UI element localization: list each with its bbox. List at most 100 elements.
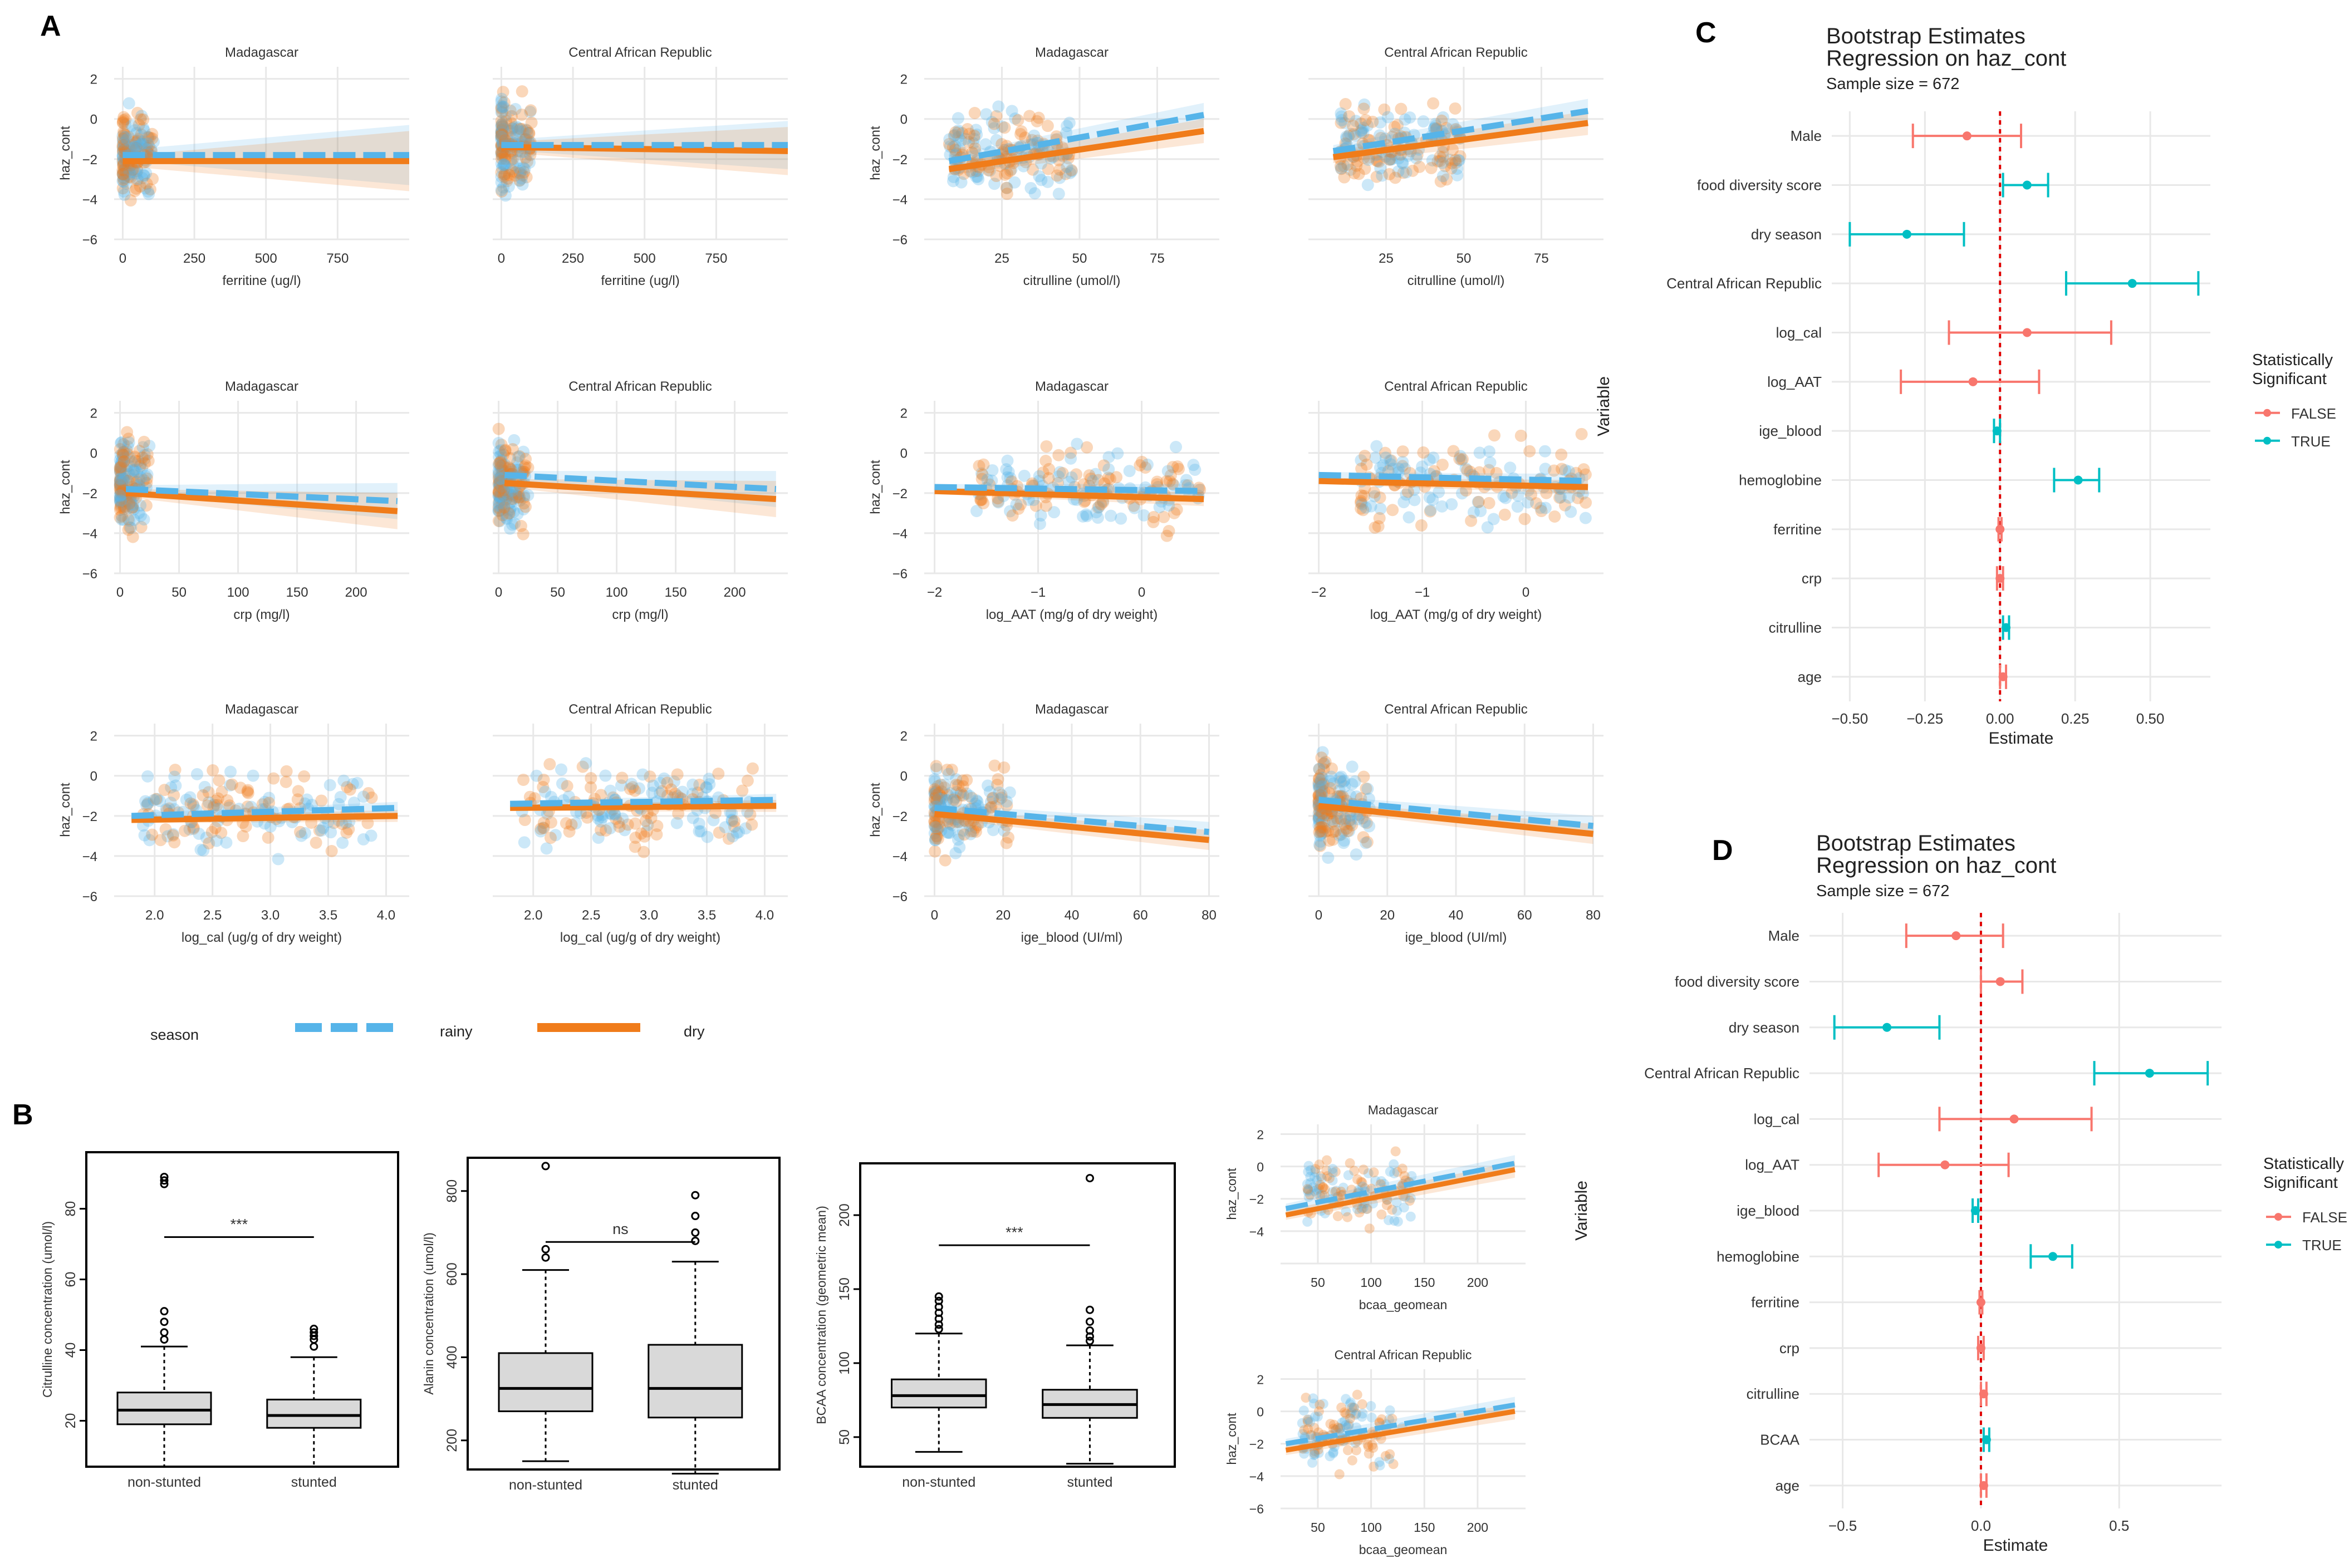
- data-point: [1467, 506, 1480, 519]
- coef-row-ferritine: ferritine: [1751, 1290, 1985, 1315]
- data-point: [676, 785, 689, 798]
- data-point: [114, 470, 127, 483]
- coef-row-crp: crp: [1802, 566, 2005, 591]
- data-point: [1415, 519, 1428, 532]
- data-point: [1351, 155, 1364, 168]
- data-point: [1345, 1397, 1356, 1408]
- data-point: [990, 110, 1003, 122]
- x-tick-label: 50: [550, 585, 565, 600]
- data-point: [995, 120, 1008, 133]
- data-point: [516, 122, 528, 135]
- data-point: [931, 823, 944, 836]
- y-tick-label: 2: [1257, 1372, 1264, 1387]
- data-point: [1320, 807, 1332, 820]
- data-point: [120, 169, 133, 181]
- data-point: [1312, 772, 1325, 785]
- data-point: [117, 175, 130, 188]
- data-point: [1360, 501, 1372, 514]
- data-point: [116, 484, 129, 497]
- data-point: [1356, 812, 1369, 825]
- data-point: [585, 771, 597, 784]
- data-point: [1483, 464, 1495, 476]
- data-point: [1323, 775, 1336, 788]
- data-point: [114, 460, 127, 473]
- data-point: [1337, 1417, 1347, 1428]
- data-point: [1026, 163, 1039, 176]
- data-point: [1431, 155, 1444, 168]
- data-point: [1040, 499, 1053, 512]
- data-point: [1343, 110, 1356, 123]
- data-point: [137, 122, 150, 135]
- data-point: [135, 471, 148, 484]
- data-point: [1451, 163, 1464, 175]
- data-point: [493, 486, 506, 499]
- data-point: [1400, 166, 1413, 179]
- data-point: [1327, 833, 1340, 846]
- data-point: [563, 825, 576, 838]
- data-point: [1006, 509, 1019, 522]
- data-point: [719, 821, 732, 834]
- data-point: [992, 100, 1005, 113]
- variable-label: log_AAT: [1767, 373, 1822, 390]
- y-axis-label: haz_cont: [868, 460, 883, 514]
- data-point: [1343, 1170, 1354, 1181]
- box-iqr: [648, 1344, 743, 1419]
- data-point: [1571, 491, 1584, 504]
- data-point: [599, 769, 612, 782]
- data-point: [115, 486, 127, 499]
- data-point: [1366, 1412, 1377, 1423]
- data-point: [126, 473, 139, 486]
- data-point: [193, 827, 205, 840]
- variable-label: crp: [1802, 570, 1822, 587]
- confidence-band-rainy: [1286, 1397, 1515, 1449]
- data-point: [1302, 1216, 1313, 1227]
- data-point: [1001, 181, 1013, 194]
- data-point: [545, 790, 557, 803]
- x-tick-label: 0.00: [1986, 710, 2014, 727]
- data-point: [949, 847, 962, 859]
- y-tick-label: 50: [837, 1429, 852, 1445]
- data-point: [496, 101, 508, 114]
- data-point: [1005, 163, 1018, 176]
- data-point: [537, 817, 550, 829]
- data-point: [957, 774, 969, 787]
- data-point: [492, 478, 505, 491]
- data-point: [992, 496, 1005, 509]
- y-tick-label: 2: [1257, 1127, 1264, 1142]
- panel-title: Central African Republic: [568, 702, 712, 717]
- legend-swatch-point: [2263, 436, 2271, 445]
- data-point: [134, 113, 147, 126]
- data-point: [115, 471, 128, 484]
- x-tick-label: 750: [705, 251, 727, 266]
- data-point: [1437, 150, 1450, 163]
- data-point: [985, 116, 998, 129]
- variable-label: food diversity score: [1675, 973, 1799, 990]
- data-point: [647, 779, 660, 792]
- x-tick-label: 60: [1133, 908, 1148, 923]
- data-point: [340, 817, 352, 829]
- data-point: [1404, 111, 1416, 124]
- data-point: [133, 507, 145, 519]
- data-point: [1303, 1167, 1313, 1177]
- data-point: [508, 434, 521, 446]
- data-point: [144, 183, 156, 196]
- data-point: [117, 455, 130, 468]
- data-point: [114, 483, 126, 495]
- data-point: [1378, 103, 1391, 116]
- data-point: [498, 150, 511, 163]
- data-point: [1093, 500, 1106, 513]
- legend-rainy-label: rainy: [440, 1023, 473, 1040]
- data-point: [512, 122, 524, 135]
- data-point: [507, 159, 519, 171]
- data-point: [944, 787, 957, 800]
- y-tick-label: −2: [892, 153, 908, 168]
- data-point: [497, 484, 510, 497]
- data-point: [1037, 466, 1050, 479]
- y-axis-label: haz_cont: [1224, 1168, 1239, 1220]
- data-point: [1299, 1425, 1310, 1436]
- data-point: [1342, 1445, 1353, 1456]
- data-point: [115, 437, 127, 450]
- coef-row-male: Male: [1791, 124, 2022, 149]
- data-point: [492, 459, 505, 471]
